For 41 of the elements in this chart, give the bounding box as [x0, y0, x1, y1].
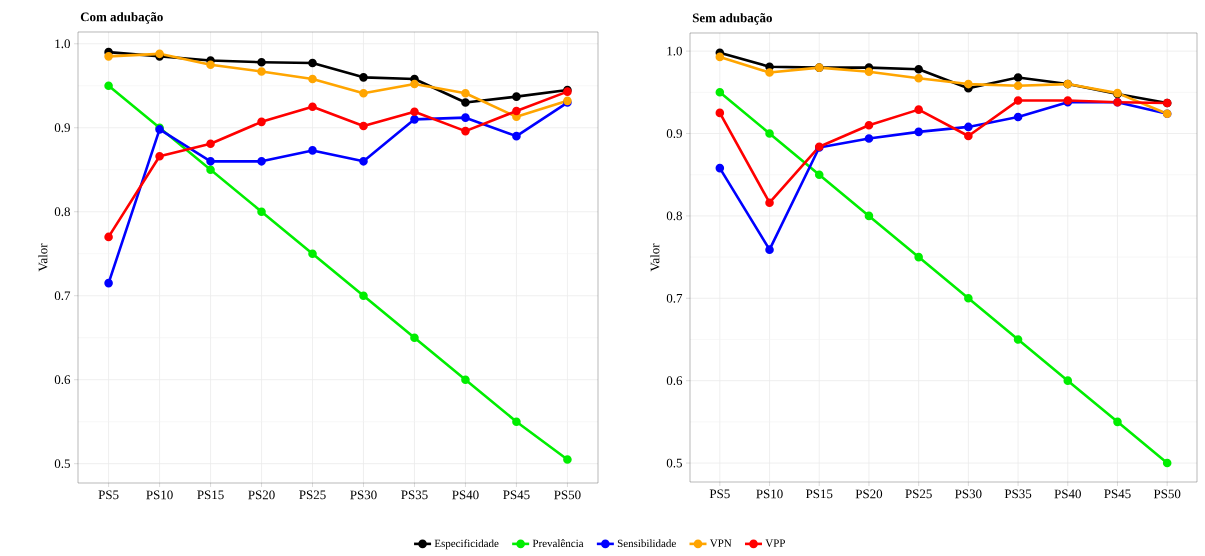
x-tick-label: PS20: [248, 490, 275, 500]
legend-label: Prevalência: [532, 539, 584, 548]
y-tick-label: 1.0: [667, 46, 682, 56]
x-tick-label: PS35: [1004, 489, 1032, 499]
y-tick-label: 0.6: [666, 376, 683, 386]
legend-label: Especificidade: [434, 539, 499, 550]
y-tick-label: 0.6: [54, 375, 71, 385]
y-tick-label: 0.9: [54, 123, 70, 133]
y-tick-label: 1.0: [55, 39, 70, 49]
chart-title: Com adubação: [80, 12, 163, 24]
y-tick-label: 0.7: [54, 291, 71, 301]
x-tick-label: PS35: [401, 490, 428, 500]
x-tick-label: PS25: [905, 489, 932, 499]
x-tick-label: PS25: [299, 490, 326, 500]
x-tick-label: PS45: [1104, 489, 1131, 499]
y-tick-label: 0.8: [54, 207, 70, 217]
y-tick-label: 0.9: [666, 129, 682, 138]
x-tick-label: PS30: [350, 490, 377, 500]
x-tick-label: PS5: [98, 490, 119, 500]
x-tick-label: PS30: [955, 489, 982, 499]
y-tick-label: 0.5: [54, 459, 70, 469]
x-tick-label: PS20: [855, 489, 883, 499]
x-tick-label: PS45: [503, 490, 530, 500]
x-tick-label: PS50: [1153, 489, 1181, 499]
legend-label: VPN: [709, 539, 732, 547]
x-tick-label: PS10: [756, 489, 783, 499]
x-tick-label: PS15: [805, 489, 833, 499]
y-axis-title: Valor: [650, 243, 660, 272]
y-tick-label: 0.8: [666, 211, 682, 221]
x-tick-label: PS40: [452, 490, 479, 500]
y-axis-title: Valor: [38, 243, 48, 272]
y-tick-label: 0.5: [666, 458, 682, 468]
x-tick-label: PS15: [197, 490, 224, 500]
x-tick-label: PS50: [554, 490, 581, 500]
chart-title: Sem adubação: [692, 13, 772, 25]
y-tick-label: 0.7: [666, 293, 683, 303]
legend-label: VPP: [765, 539, 785, 547]
x-tick-label: PS10: [146, 490, 173, 500]
x-tick-label: PS5: [709, 489, 730, 499]
legend-label: Sensibilidade: [617, 539, 676, 548]
x-tick-label: PS40: [1054, 489, 1081, 499]
